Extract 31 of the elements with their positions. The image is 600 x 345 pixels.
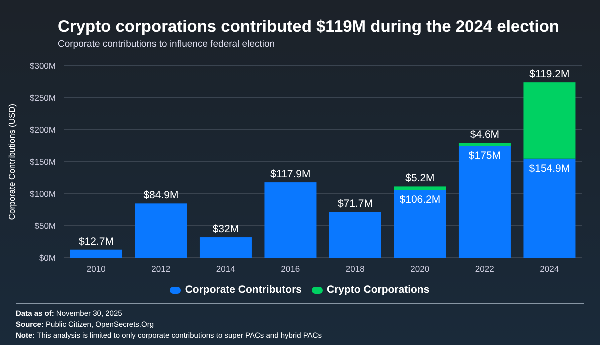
data-label: $154.9M: [529, 162, 570, 175]
data-label: $4.6M: [470, 129, 500, 142]
x-tick-label: 2018: [346, 264, 366, 274]
y-tick-label: $200M: [30, 125, 56, 136]
chart-title: Crypto corporations contributed $119M during the 2024 election: [58, 18, 560, 37]
y-tick-label: $100M: [30, 189, 56, 200]
x-tick-label: 2010: [86, 264, 106, 274]
y-tick-label: $0M: [39, 253, 56, 264]
legend-label: Corporate Contributors: [184, 284, 302, 296]
x-tick-label: 2012: [152, 264, 171, 274]
x-tick-label: 2014: [216, 264, 236, 274]
data-label: $71.7M: [338, 198, 373, 210]
x-tick-label: 2022: [475, 264, 495, 274]
data-label: $32M: [212, 224, 240, 236]
y-tick-label: $50M: [34, 221, 56, 232]
y-axis-title: Corporate Contributions (USD): [7, 104, 17, 220]
y-tick-label: $250M: [30, 93, 56, 104]
legend-label: Crypto Corporations: [326, 284, 430, 296]
data-label: $5.2M: [406, 172, 435, 185]
x-tick-label: 2024: [540, 264, 560, 274]
x-tick-label: 2016: [281, 264, 300, 274]
chart-subtitle: Corporate contributions to influence federal election: [58, 39, 276, 50]
y-tick-label: $150M: [30, 157, 56, 168]
x-tick-label: 2020: [410, 264, 430, 274]
data-label: $175M: [468, 150, 502, 162]
data-label: $12.7M: [78, 236, 114, 248]
data-label: $84.9M: [144, 190, 179, 202]
data-label: $119.2M: [530, 68, 570, 81]
y-tick-label: $300M: [30, 61, 56, 72]
data-label: $117.9M: [270, 168, 311, 181]
data-label: $106.2M: [400, 194, 441, 206]
